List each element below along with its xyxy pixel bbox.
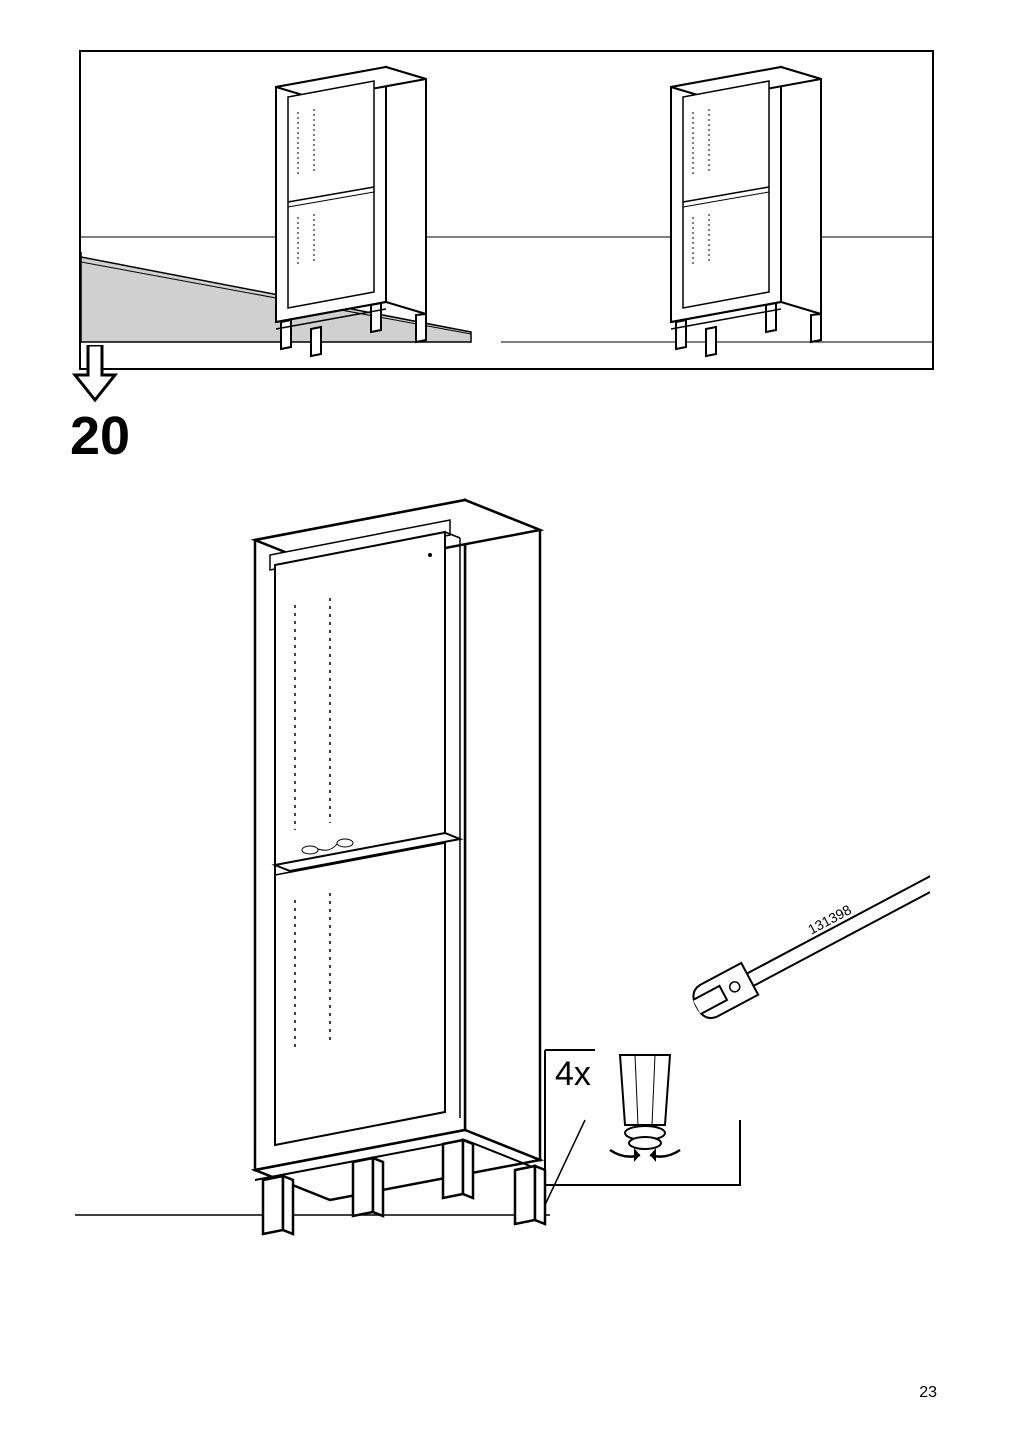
main-illustration: 4x — [75, 480, 930, 1260]
top-comparison-panel — [79, 50, 934, 370]
page-number: 23 — [919, 1384, 937, 1402]
down-arrow-icon — [70, 345, 120, 410]
step-number: 20 — [70, 405, 130, 467]
top-panel-illustration — [81, 52, 934, 370]
count-label: 4x — [555, 1055, 591, 1093]
